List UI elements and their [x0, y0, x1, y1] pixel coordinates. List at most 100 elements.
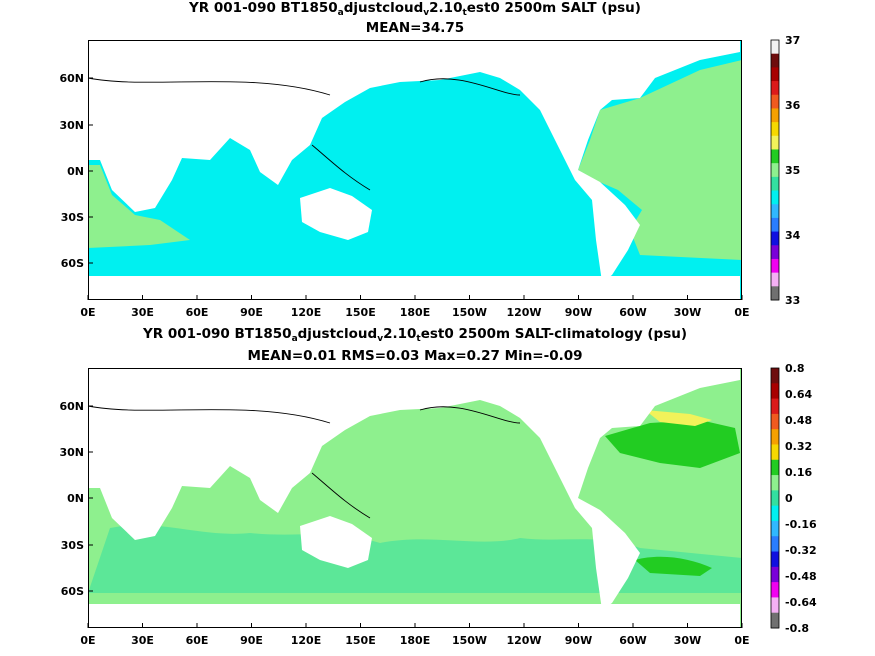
lon-tick-label: 120E [291, 306, 321, 319]
colorbar-label: -0.16 [785, 518, 817, 531]
colorbar-swatch [771, 413, 779, 430]
lat-tick-label: 0N [67, 492, 84, 505]
colorbar-swatch [771, 40, 779, 55]
colorbar-swatch [771, 383, 779, 400]
lon-tick-label: 90E [240, 634, 263, 647]
panel2-anomaly-low [88, 525, 742, 593]
lat-tick-label: 60N [59, 72, 84, 85]
lon-tick-label: 120W [506, 634, 541, 647]
colorbar-swatch [771, 272, 779, 287]
colorbar-frame [770, 39, 780, 301]
colorbar-label: 0.8 [785, 362, 805, 375]
colorbar-label: -0.32 [785, 544, 817, 557]
panel1-axes: 0E 30E 60E 90E 120E 150E 180E 150W 120W 90W 60W 30W… [59, 72, 749, 319]
colorbar-swatch [771, 444, 779, 461]
panel1-coastline [87, 77, 521, 191]
colorbar-label: 37 [785, 34, 800, 47]
lon-tick-label: 60W [619, 634, 646, 647]
lon-tick-label: 0E [734, 306, 749, 319]
colorbar-swatch [771, 149, 779, 164]
colorbar-label: 0.32 [785, 440, 812, 453]
panel2-stats: MEAN=0.01 RMS=0.03 Max=0.27 Min=-0.09 [247, 348, 583, 364]
panel2-axes: 0E 30E 60E 90E 120E 150E 180E 150W 120W 90W 60W 30W… [59, 400, 749, 647]
panel2-anomaly-south [635, 556, 712, 576]
lon-tick-label: 150E [345, 634, 375, 647]
panel2-title: YR 001-090 BT1850adjustcloudv2.10test0 2… [142, 326, 688, 344]
colorbar-label: 0.64 [785, 388, 812, 401]
colorbar-swatch [771, 122, 779, 137]
lon-tick-label: 0E [80, 306, 95, 319]
lon-tick-label: 30E [131, 306, 154, 319]
colorbar-label: 33 [785, 294, 800, 307]
panel2-map [87, 368, 742, 628]
colorbar-swatch [771, 429, 779, 445]
colorbar-swatch [771, 67, 779, 82]
panel2-colorbar: 0.8 0.64 0.48 0.32 0.16 0 -0.16 -0.32 -0.48 -0.64… [770, 362, 817, 635]
lon-tick-label: 30W [674, 306, 701, 319]
colorbar-label: 36 [785, 99, 801, 112]
colorbar-label: 0.16 [785, 466, 812, 479]
colorbar-swatch [771, 536, 779, 553]
lat-tick-label: 0N [67, 165, 84, 178]
colorbar-swatch [771, 368, 779, 384]
lon-tick-label: 30E [131, 634, 154, 647]
colorbar-swatch [771, 245, 779, 260]
lon-tick-label: 90W [565, 306, 592, 319]
colorbar-swatch [771, 612, 779, 629]
colorbar-swatch [771, 520, 779, 537]
colorbar-swatch [771, 163, 779, 178]
colorbar-swatch [771, 217, 779, 233]
lon-tick-label: 90E [240, 306, 263, 319]
lat-tick-label: 30N [59, 119, 84, 132]
lon-tick-label: 60E [186, 634, 209, 647]
colorbar-swatch [771, 459, 779, 476]
panel1-map [87, 40, 742, 300]
lon-tick-label: 120W [506, 306, 541, 319]
panel1-colorbar: 37 36 35 34 33 [770, 34, 801, 307]
colorbar-label: 0.48 [785, 414, 812, 427]
colorbar-swatch [771, 258, 779, 274]
lon-tick-label: 180E [400, 306, 430, 319]
colorbar-swatch [771, 204, 779, 219]
lat-tick-label: 60S [61, 257, 84, 270]
colorbar-swatch [771, 286, 779, 301]
colorbar-swatch [771, 81, 779, 96]
lon-tick-label: 60W [619, 306, 646, 319]
lat-tick-label: 30S [61, 539, 84, 552]
colorbar-swatch [771, 582, 779, 598]
colorbar-swatch [771, 597, 779, 614]
panel1-stats: MEAN=34.75 [365, 20, 465, 36]
colorbar-label: -0.48 [785, 570, 817, 583]
colorbar-swatch [771, 94, 779, 109]
colorbar-label: 35 [785, 164, 800, 177]
colorbar-swatch [771, 53, 779, 68]
panel1-title: YR 001-090 BT1850adjustcloudv2.10test0 2… [189, 0, 641, 18]
lon-tick-label: 60E [186, 306, 209, 319]
colorbar-swatch [771, 475, 779, 491]
colorbar-swatch [771, 551, 779, 568]
colorbar-swatch [771, 566, 779, 583]
colorbar-swatch [771, 398, 779, 415]
colorbar-swatch [771, 108, 779, 123]
colorbar-frame [770, 367, 780, 629]
colorbar-swatch [771, 135, 779, 150]
panel1-atlantic-east-field [88, 165, 190, 248]
lat-tick-label: 30S [61, 211, 84, 224]
panel1-atlantic-field [578, 60, 742, 260]
lon-tick-label: 120E [291, 634, 321, 647]
panel2-anomaly-max [645, 410, 712, 426]
lon-tick-label: 30W [674, 634, 701, 647]
colorbar-label: 34 [785, 229, 801, 242]
lon-tick-label: 180E [400, 634, 430, 647]
lat-tick-label: 30N [59, 446, 84, 459]
lon-tick-label: 0E [80, 634, 95, 647]
lon-tick-label: 150W [452, 306, 487, 319]
panel2-anomaly-high [605, 420, 740, 468]
colorbar-swatch [771, 490, 779, 507]
panel2-coastline [87, 405, 521, 519]
colorbar-swatch [771, 231, 779, 246]
lon-tick-label: 90W [565, 634, 592, 647]
lon-tick-label: 0E [734, 634, 749, 647]
colorbar-label: -0.8 [785, 622, 809, 635]
